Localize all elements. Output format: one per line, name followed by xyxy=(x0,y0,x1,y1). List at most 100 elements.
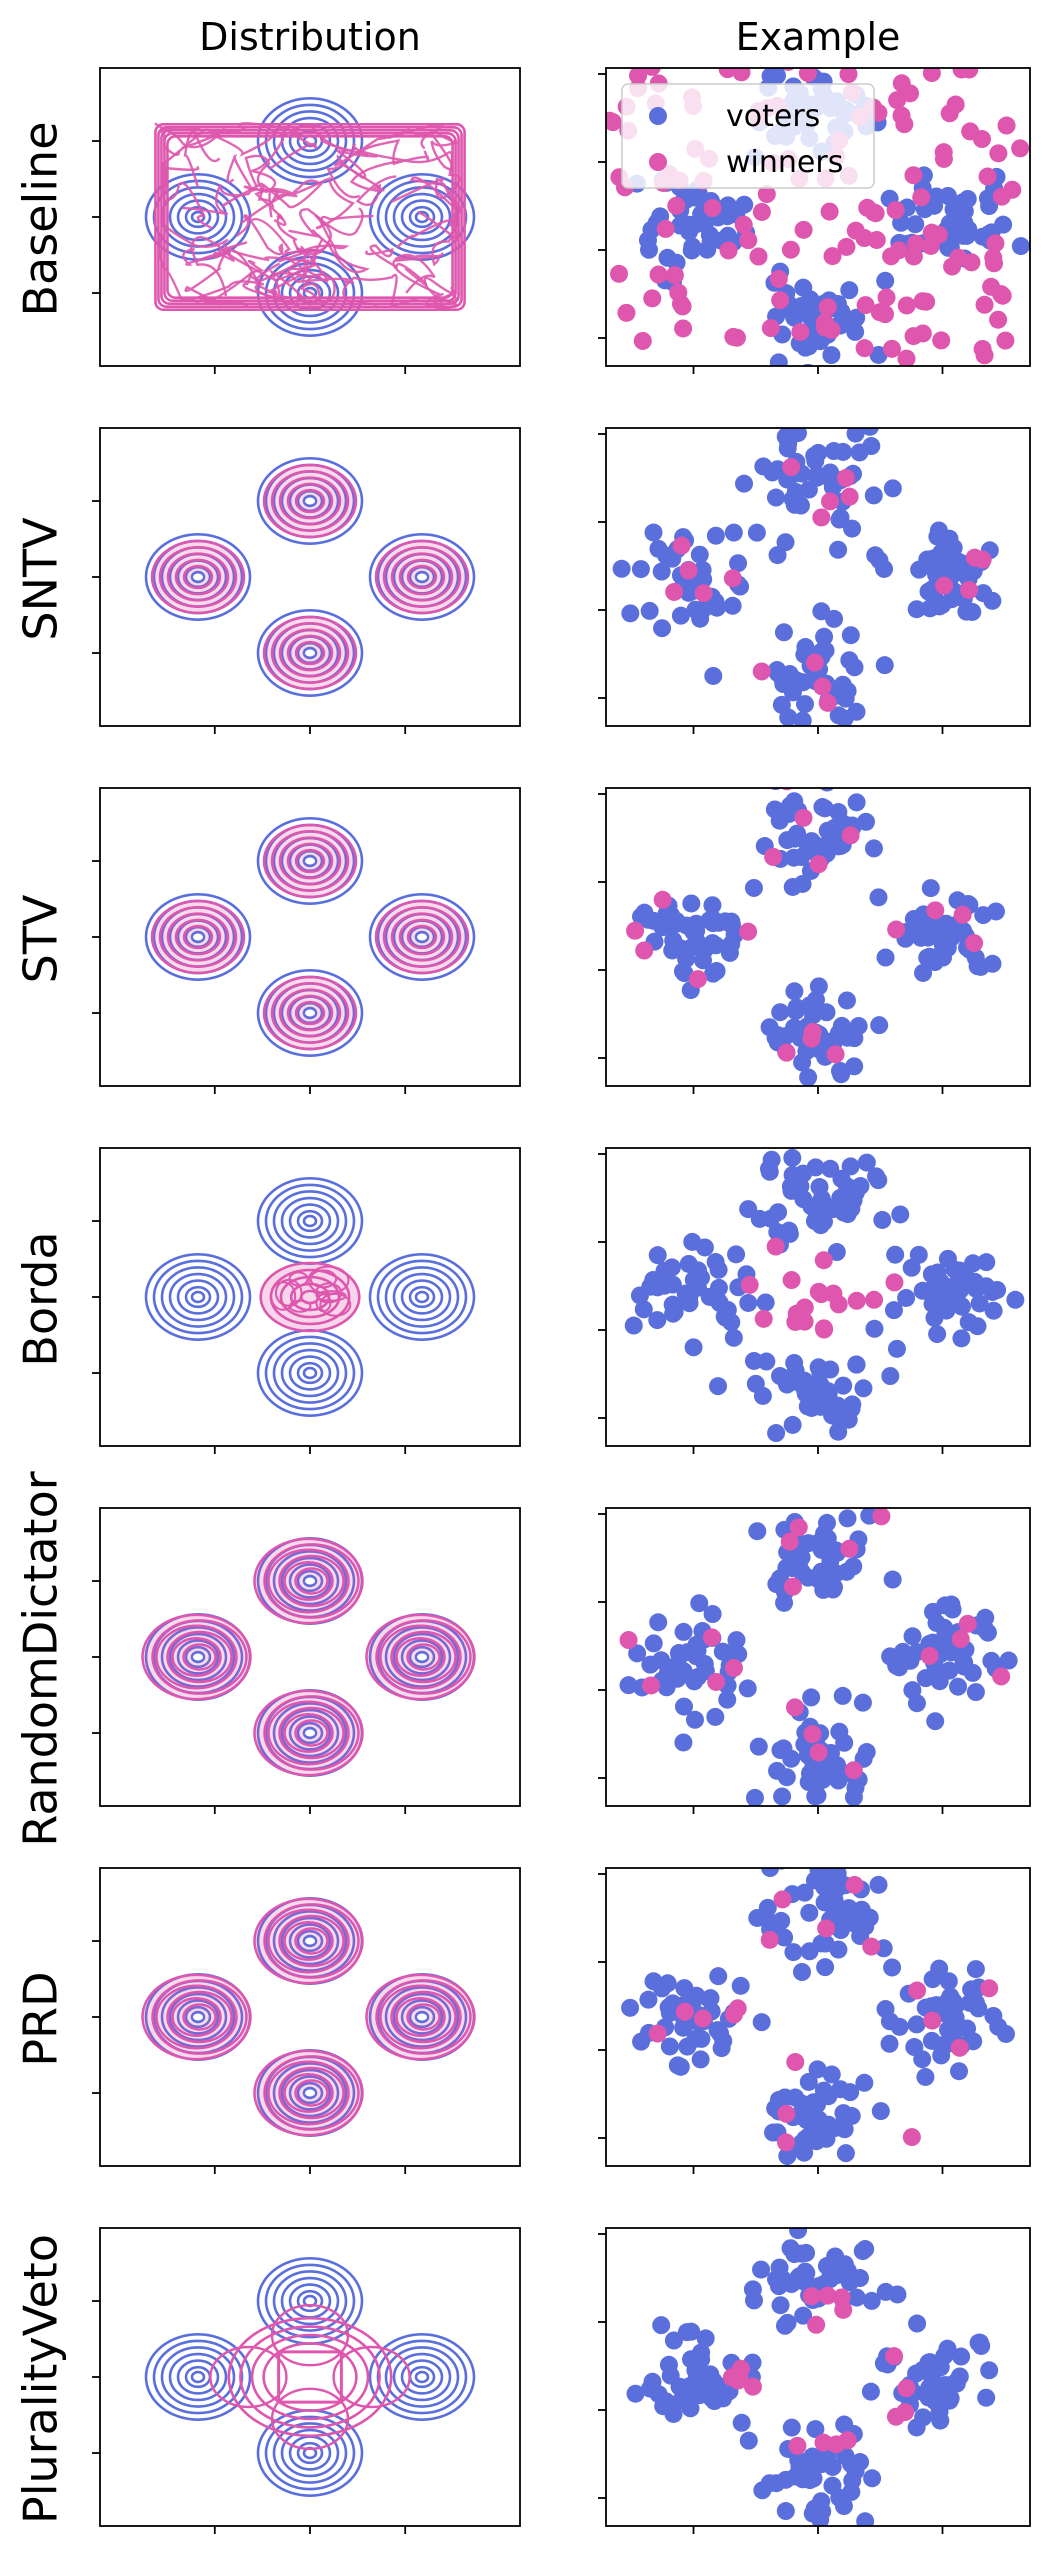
voter-point xyxy=(756,1293,775,1312)
voter-point xyxy=(793,711,812,726)
voter-contour xyxy=(184,205,212,229)
winner-contour xyxy=(277,2350,343,2404)
voter-point xyxy=(984,1301,1003,1320)
voter-point xyxy=(869,888,888,907)
voter-point xyxy=(830,510,849,529)
winner-point xyxy=(856,296,875,315)
winner-point xyxy=(923,2011,942,2030)
winner-point xyxy=(773,1890,792,1909)
winner-point xyxy=(908,1981,927,2000)
winner-contour xyxy=(250,2333,370,2421)
winner-point xyxy=(780,1532,799,1551)
voter-point xyxy=(711,2024,730,2043)
voter-point xyxy=(703,1605,722,1624)
winner-point xyxy=(839,68,858,84)
voter-point xyxy=(829,540,848,559)
winner-contour xyxy=(244,154,275,208)
winner-point xyxy=(965,934,984,953)
voter-point xyxy=(866,546,885,565)
voter-point xyxy=(854,1379,873,1398)
winner-point xyxy=(777,2133,796,2152)
voter-point xyxy=(905,2038,924,2057)
voter-point xyxy=(704,914,723,933)
winner-contour xyxy=(286,482,334,520)
voter-point xyxy=(669,1644,688,1663)
voter-contour xyxy=(408,205,436,229)
voter-point xyxy=(727,1631,746,1650)
winner-contour xyxy=(294,848,326,874)
voter-point xyxy=(906,215,925,234)
voter-point xyxy=(823,2476,842,2495)
winner-point xyxy=(809,1743,828,1762)
voter-contour xyxy=(280,2068,340,2118)
voter-point xyxy=(806,2420,825,2439)
winner-contour xyxy=(382,546,462,608)
winner-contour xyxy=(283,1713,334,1753)
winner-point xyxy=(802,2287,821,2306)
voter-point xyxy=(940,214,959,233)
voter-point xyxy=(837,991,856,1010)
winner-contour xyxy=(239,2325,381,2429)
voter-point xyxy=(1006,1290,1025,1309)
winner-point xyxy=(855,339,874,358)
voter-point xyxy=(886,1245,905,1264)
voter-point xyxy=(685,1710,704,1729)
legend: voters winners xyxy=(621,83,875,189)
winner-contour xyxy=(221,177,329,209)
winner-contour xyxy=(278,476,342,526)
voter-point xyxy=(870,1016,889,1035)
winner-contour xyxy=(157,125,463,309)
voter-point xyxy=(725,926,744,945)
winner-point xyxy=(897,349,916,366)
voter-point xyxy=(907,600,926,619)
voter-point xyxy=(844,1191,863,1210)
winner-contour xyxy=(270,2387,350,2451)
winner-contour xyxy=(415,1651,429,1663)
winner-point xyxy=(803,1023,822,1042)
voter-point xyxy=(893,1642,912,1661)
winner-contour xyxy=(151,1619,248,1695)
winner-contour xyxy=(263,2055,360,2131)
winner-point xyxy=(992,285,1011,304)
voter-point xyxy=(783,1415,802,1434)
voter-point xyxy=(768,546,787,565)
winner-contour xyxy=(191,571,205,583)
voter-contour xyxy=(392,192,452,242)
winner-point xyxy=(740,1275,759,1294)
voter-point xyxy=(865,1319,884,1338)
winner-point xyxy=(818,2286,837,2305)
voter-point xyxy=(963,1663,982,1682)
voter-point xyxy=(834,1376,853,1395)
winner-contour xyxy=(294,2079,329,2107)
winner-contour xyxy=(395,1997,446,2037)
voter-point xyxy=(939,1991,958,2010)
voter-point xyxy=(918,555,937,574)
voter-point xyxy=(888,2285,907,2304)
winner-point xyxy=(707,1672,726,1691)
winner-contour xyxy=(273,213,350,256)
voter-point xyxy=(869,1171,888,1190)
winner-contour xyxy=(278,2066,345,2120)
voter-point xyxy=(796,1384,815,1403)
voter-contour xyxy=(272,2062,348,2124)
winner-point xyxy=(943,257,962,276)
voter-point xyxy=(674,1697,693,1716)
voter-point xyxy=(794,2306,813,2325)
voter-point xyxy=(746,1374,765,1393)
winner-contour xyxy=(278,1554,345,1608)
winner-point xyxy=(978,167,997,186)
voter-point xyxy=(816,1934,835,1953)
voter-point xyxy=(807,468,826,487)
voter-point xyxy=(765,800,784,819)
voter-point xyxy=(929,521,948,540)
winner-point xyxy=(613,48,631,66)
voter-point xyxy=(922,1265,941,1284)
voter-point xyxy=(871,2102,890,2121)
winner-contour xyxy=(382,906,462,968)
voter-point xyxy=(720,943,739,962)
winner-contour xyxy=(247,217,308,283)
winner-point xyxy=(803,1725,822,1744)
winner-point xyxy=(912,188,931,207)
winner-contour xyxy=(166,1630,233,1684)
winner-point xyxy=(996,36,1014,54)
